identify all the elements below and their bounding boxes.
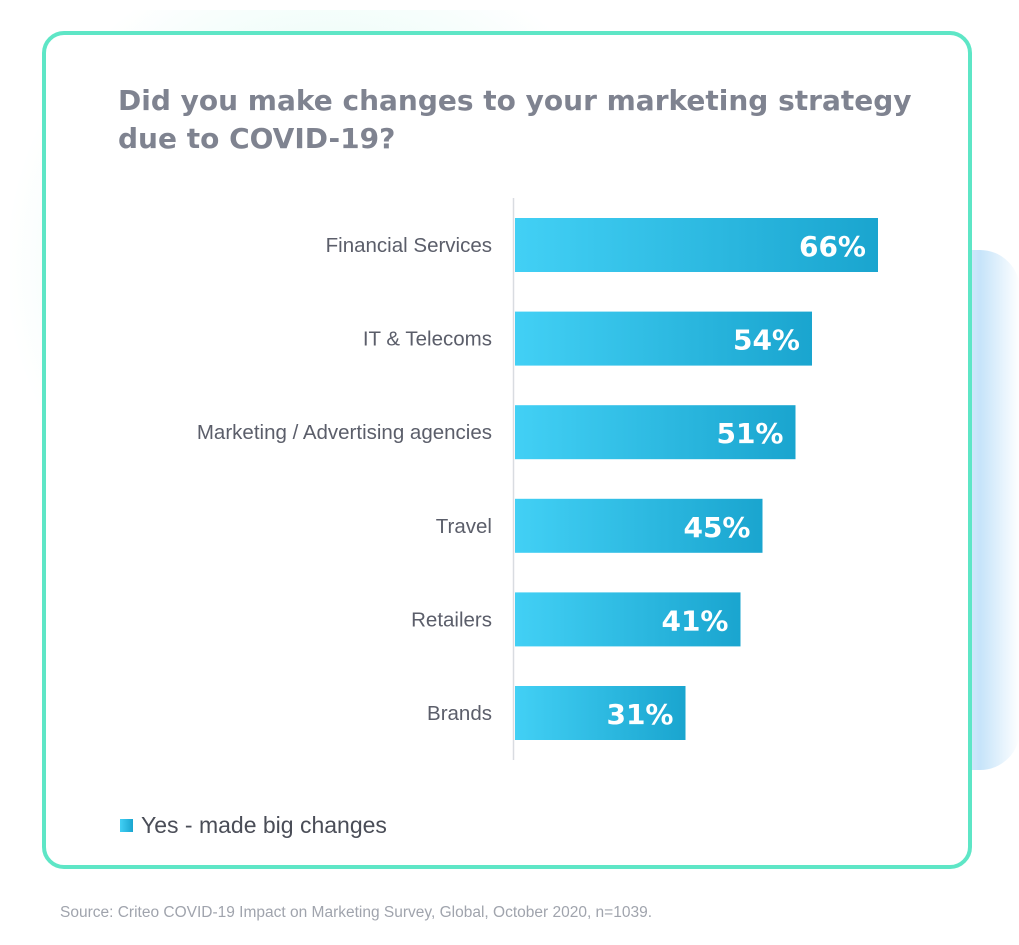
legend: Yes - made big changes <box>120 812 387 839</box>
data-label-2: 51% <box>716 417 783 450</box>
chart-card <box>42 31 972 869</box>
bar-1 <box>515 311 812 366</box>
category-label-0: Financial Services <box>326 234 492 257</box>
data-label-4: 41% <box>661 604 728 637</box>
data-label-3: 45% <box>683 511 750 544</box>
chart-title: Did you make changes to your marketing s… <box>118 84 912 155</box>
bar-3 <box>515 498 763 553</box>
data-label-0: 66% <box>799 230 866 263</box>
legend-swatch <box>120 819 133 832</box>
category-label-2: Marketing / Advertising agencies <box>197 421 492 444</box>
category-label-4: Retailers <box>411 608 492 631</box>
bar-0 <box>515 218 878 272</box>
data-label-1: 54% <box>733 324 800 357</box>
source-note: Source: Criteo COVID-19 Impact on Market… <box>60 904 653 921</box>
category-label-1: IT & Telecoms <box>363 328 492 351</box>
legend-label: Yes - made big changes <box>141 812 387 838</box>
data-label-5: 31% <box>606 698 673 731</box>
bar-2 <box>515 405 796 460</box>
category-label-3: Travel <box>436 515 492 538</box>
bar-4 <box>515 592 741 647</box>
category-label-5: Brands <box>427 702 492 725</box>
bar-5 <box>515 686 686 740</box>
